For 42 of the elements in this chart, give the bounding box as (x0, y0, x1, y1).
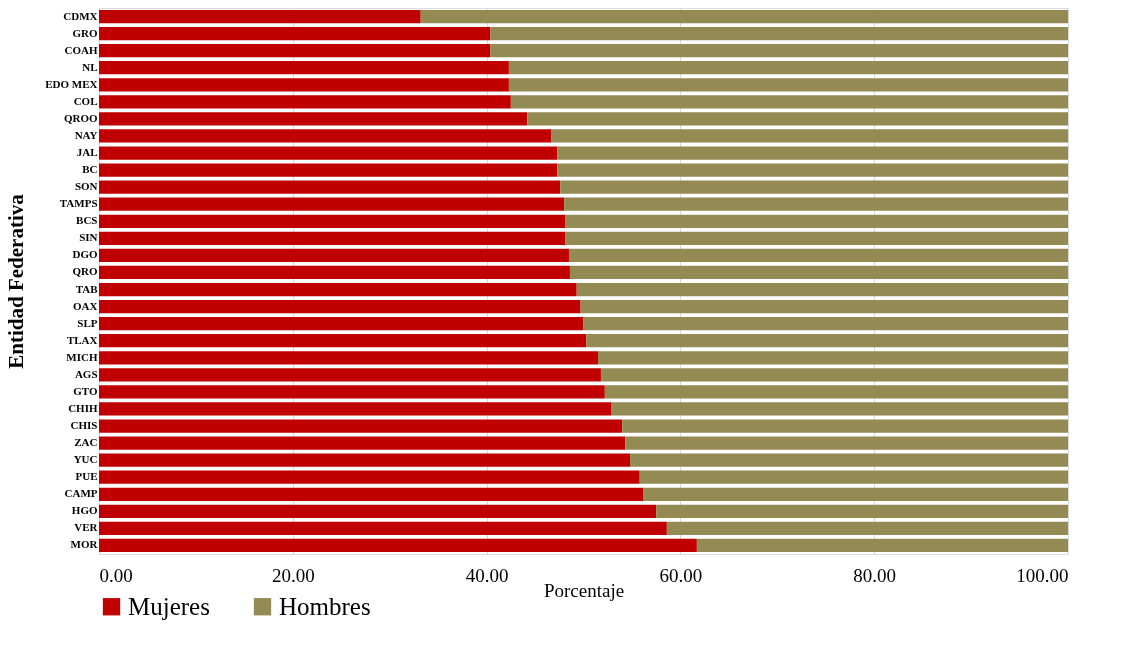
y-tick-label: TAB (75, 282, 99, 295)
y-tick-label: QROO (63, 111, 98, 124)
y-tick-label: COAH (64, 43, 98, 56)
legend-label: Hombres (279, 592, 371, 620)
y-tick-label: YUC (73, 453, 98, 466)
x-axis-title: Porcentaje (543, 579, 625, 601)
y-tick-label: VER (74, 521, 99, 534)
y-tick-label: QRO (72, 265, 98, 278)
y-tick-label: HGO (71, 504, 98, 517)
x-tick-label: 60.00 (659, 564, 703, 586)
x-tick-label: 80.00 (853, 564, 897, 586)
y-tick-label: TAMPS (59, 197, 98, 210)
x-tick-label: 40.00 (465, 564, 509, 586)
y-tick-label: CHIS (70, 419, 98, 432)
y-tick-label: SON (74, 180, 98, 193)
x-tick-label: 0.00 (99, 564, 133, 586)
y-tick-label: OAX (73, 299, 98, 312)
y-tick-label: SLP (77, 316, 98, 329)
y-tick-label: GRO (72, 26, 98, 39)
y-tick-label: BC (82, 163, 98, 176)
y-tick-label: TLAX (66, 333, 98, 346)
y-tick-label: MOR (70, 538, 99, 551)
y-tick-label: CAMP (64, 487, 98, 500)
y-tick-label: COL (73, 94, 98, 107)
x-tick-label: 100.00 (1016, 564, 1069, 586)
y-tick-label: BCS (76, 214, 98, 227)
x-tick-label: 20.00 (271, 564, 315, 586)
y-tick-label: MICH (66, 350, 98, 363)
y-tick-label: JAL (76, 146, 98, 159)
y-tick-label: ZAC (74, 436, 98, 449)
y-tick-label: SIN (79, 231, 98, 244)
y-tick-label: NAY (74, 128, 98, 141)
y-tick-label: PUE (75, 470, 98, 483)
y-tick-label: GTO (73, 384, 98, 397)
y-tick-label: NL (82, 60, 98, 73)
y-tick-label: CHIH (68, 401, 98, 414)
y-tick-label: EDO MEX (45, 77, 98, 90)
legend-label: Mujeres (128, 592, 210, 620)
y-tick-label: DGO (72, 248, 98, 261)
y-tick-label: CDMX (63, 9, 98, 22)
y-tick-label: AGS (74, 367, 98, 380)
y-axis-title: Entidad Federativa (4, 193, 29, 369)
